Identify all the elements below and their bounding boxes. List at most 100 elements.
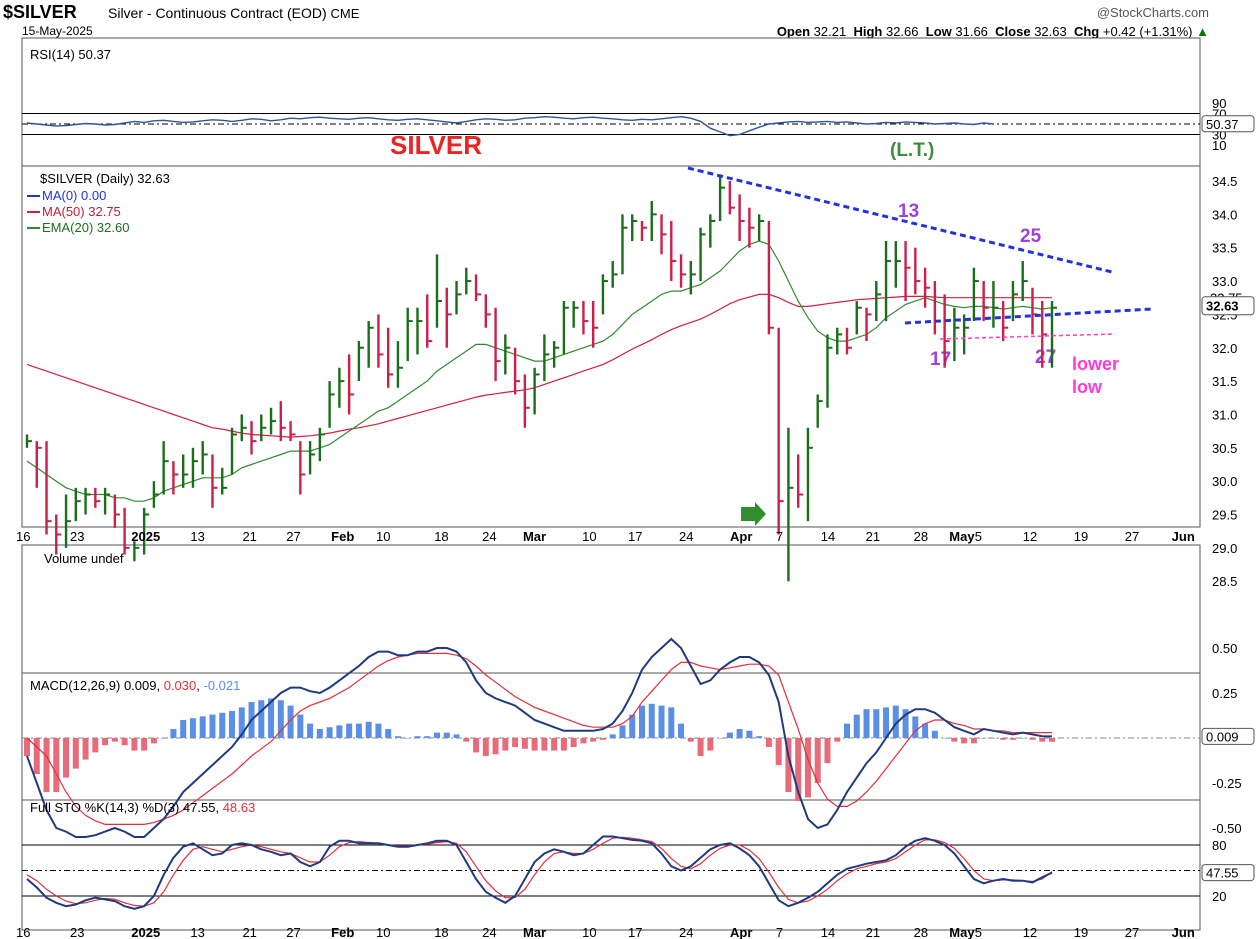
symbol: $SILVER xyxy=(3,2,77,22)
macd-histogram-bar xyxy=(1039,738,1046,742)
macd-histogram-bar xyxy=(1029,738,1036,740)
macd-histogram-bar xyxy=(804,738,811,798)
x-axis-label: 10 xyxy=(582,529,596,544)
macd-histogram-bar xyxy=(756,736,763,738)
lt-annotation: (L.T.) xyxy=(890,140,934,161)
price-tick-label: 32.0 xyxy=(1212,341,1237,356)
stochastic-panel: Full STO %K(14,3) %D(3) 47.55, 48.63 80 2… xyxy=(22,800,1255,910)
macd-histogram-bar xyxy=(570,738,577,747)
x-axis-label: 27 xyxy=(286,529,300,544)
macd-histogram-bar xyxy=(551,738,558,751)
x-axis-label: Jun xyxy=(1172,529,1195,544)
macd-histogram-bar xyxy=(43,738,50,792)
low-label: Low xyxy=(925,24,952,39)
x-axis-label: 27 xyxy=(1125,925,1139,939)
macd-histogram-bar xyxy=(238,707,245,738)
macd-histogram-bar xyxy=(375,723,382,738)
panel-frame xyxy=(21,165,1201,528)
macd-histogram-bar xyxy=(268,698,275,738)
sto-k-value: 47.55 xyxy=(183,800,216,815)
count-17-annotation: 17 xyxy=(930,349,951,370)
up-arrow-icon: ▲ xyxy=(1196,24,1209,39)
exchange: CME xyxy=(330,6,360,21)
macd-histogram-bar xyxy=(873,709,880,738)
brand[interactable]: @StockCharts.com xyxy=(1096,5,1209,20)
x-axis-label: 24 xyxy=(482,925,496,939)
x-axis-label: Mar xyxy=(523,529,546,544)
macd-histogram-bar xyxy=(970,738,977,744)
macd-histogram-bar xyxy=(1000,738,1007,740)
macd-histogram-bar xyxy=(131,738,138,751)
macd-panel: MACD(12,26,9) 0.009, 0.030, -0.021 0.50 0… xyxy=(22,637,1255,838)
x-axis-label: 12 xyxy=(1023,529,1037,544)
macd-histogram-bar xyxy=(53,738,60,792)
macd-histogram-bar xyxy=(297,714,304,738)
x-axis-label: 24 xyxy=(679,529,693,544)
macd-histogram-bar xyxy=(902,709,909,738)
legend-ema20: EMA(20) 32.60 xyxy=(42,220,129,235)
macd-histogram-bar xyxy=(765,738,772,747)
macd-histogram-bar xyxy=(658,705,665,738)
macd-histogram-bar xyxy=(619,725,626,738)
x-axis-label: Jun xyxy=(1172,925,1195,939)
macd-histogram-bar xyxy=(121,738,128,746)
macd-histogram-bar xyxy=(141,738,148,751)
count-25-annotation: 25 xyxy=(1020,226,1042,247)
macd-value: 0.009 xyxy=(124,678,157,693)
rsi-panel: RSI(14) 50.37 907050301050.37 xyxy=(22,47,1255,153)
description: Silver - Continuous Contract (EOD) xyxy=(108,5,327,21)
macd-histogram-bar xyxy=(150,738,157,744)
panel-frame xyxy=(21,37,1201,167)
macd-histogram-bar xyxy=(824,738,831,764)
x-axis-label: 17 xyxy=(628,925,642,939)
macd-histogram-bar xyxy=(785,738,792,792)
chart-date: 15-May-2025 xyxy=(22,24,93,38)
macd-histogram-bar xyxy=(258,700,265,738)
x-axis-label: 21 xyxy=(866,529,880,544)
volume-panel: Volume undef xyxy=(44,551,124,566)
macd-histogram-bar xyxy=(648,703,655,738)
rsi-tick-label: 10 xyxy=(1212,138,1226,153)
macd-histogram-bar xyxy=(863,709,870,738)
macd-histogram-bar xyxy=(336,725,343,738)
macd-histogram-bar xyxy=(687,738,694,742)
macd-histogram-bar xyxy=(941,738,948,739)
macd-histogram-bar xyxy=(92,738,99,753)
macd-histogram-bar xyxy=(629,714,636,738)
ohlc-readout: Open 32.21 High 32.66 Low 31.66 Close 32… xyxy=(777,24,1209,39)
macd-histogram-bar xyxy=(697,738,704,756)
last-value-box xyxy=(1201,115,1255,133)
price-title: $SILVER (Daily) 32.63 xyxy=(40,171,170,186)
macd-histogram-bar xyxy=(599,738,606,740)
macd-last-value: 0.009 xyxy=(1206,729,1239,744)
macd-histogram-bar xyxy=(746,730,753,738)
chart-header: $SILVER Silver - Continuous Contract (EO… xyxy=(0,0,1257,39)
macd-histogram-bar xyxy=(931,730,938,738)
rsi-title: RSI(14) 50.37 xyxy=(30,47,111,62)
legend-ma50: MA(50) 32.75 xyxy=(42,204,121,219)
x-axis-label: May xyxy=(949,529,975,544)
macd-histogram-bar xyxy=(404,738,411,739)
macd-histogram-bar xyxy=(883,707,890,738)
macd-histogram-bar xyxy=(229,711,235,738)
rsi-tick-label: 90 xyxy=(1212,96,1226,111)
x-axis-label: 16 xyxy=(16,529,30,544)
x-axis-label: 21 xyxy=(242,925,256,939)
x-axis-label: 7 xyxy=(776,529,783,544)
last-value-box xyxy=(1201,727,1255,745)
price-tick-label: 34.0 xyxy=(1212,207,1237,222)
macd-histogram-bar xyxy=(736,729,743,738)
price-tick-label: 29.5 xyxy=(1212,508,1237,523)
macd-histogram-bar xyxy=(189,718,196,738)
sto-title-prefix: Full STO %K(14,3) %D(3) xyxy=(30,800,179,815)
panel-frames xyxy=(21,37,1201,931)
sto-d-line xyxy=(26,836,1053,907)
legend-ma0: MA(0) 0.00 xyxy=(42,188,106,203)
panel-frame xyxy=(21,544,1201,674)
macd-tick-label: 0.50 xyxy=(1212,641,1237,656)
macd-histogram-bar xyxy=(219,712,226,738)
price-tick-label: 34.5 xyxy=(1212,174,1237,189)
macd-histogram-bar xyxy=(63,738,70,778)
macd-tick-label: 0.25 xyxy=(1212,686,1237,701)
